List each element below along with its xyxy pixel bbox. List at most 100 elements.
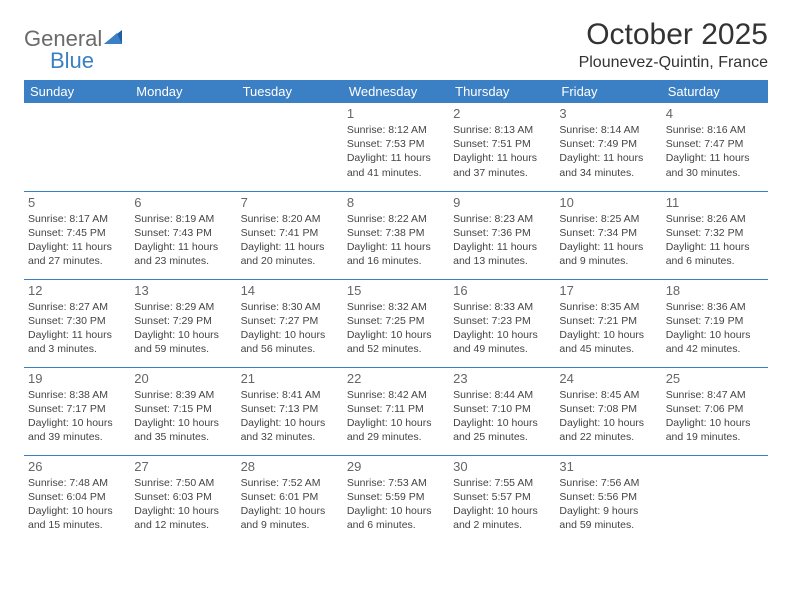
day-number: 16: [453, 283, 551, 298]
day-number: 14: [241, 283, 339, 298]
day-number: 5: [28, 195, 126, 210]
calendar-cell: 10Sunrise: 8:25 AMSunset: 7:34 PMDayligh…: [555, 191, 661, 279]
calendar-header-row: Sunday Monday Tuesday Wednesday Thursday…: [24, 80, 768, 103]
day-info: Sunrise: 8:29 AMSunset: 7:29 PMDaylight:…: [134, 300, 232, 357]
day-info: Sunrise: 8:44 AMSunset: 7:10 PMDaylight:…: [453, 388, 551, 445]
day-number: 19: [28, 371, 126, 386]
calendar-row: 19 Sunrise: 8:38 AMSunset: 7:17 PMDayligh…: [24, 367, 768, 455]
day-number: 28: [241, 459, 339, 474]
day-info: Sunrise: 8:25 AMSunset: 7:34 PMDaylight:…: [559, 212, 657, 269]
calendar-cell: 5 Sunrise: 8:17 AMSunset: 7:45 PMDaylight…: [24, 191, 130, 279]
day-info: Sunrise: 7:48 AMSunset: 6:04 PMDaylight:…: [28, 476, 126, 533]
day-info: Sunrise: 8:41 AMSunset: 7:13 PMDaylight:…: [241, 388, 339, 445]
day-info: Sunrise: 8:32 AMSunset: 7:25 PMDaylight:…: [347, 300, 445, 357]
calendar-cell: 12 Sunrise: 8:27 AMSunset: 7:30 PMDayligh…: [24, 279, 130, 367]
day-info: Sunrise: 8:17 AMSunset: 7:45 PMDaylight:…: [28, 212, 126, 269]
calendar-cell: [130, 103, 236, 191]
calendar-cell: 28Sunrise: 7:52 AMSunset: 6:01 PMDayligh…: [237, 455, 343, 543]
calendar-row: 5 Sunrise: 8:17 AMSunset: 7:45 PMDaylight…: [24, 191, 768, 279]
day-info: Sunrise: 8:38 AMSunset: 7:17 PMDaylight:…: [28, 388, 126, 445]
day-info: Sunrise: 8:23 AMSunset: 7:36 PMDaylight:…: [453, 212, 551, 269]
calendar-cell: 4Sunrise: 8:16 AMSunset: 7:47 PMDaylight…: [662, 103, 768, 191]
calendar-cell: 20 Sunrise: 8:39 AMSunset: 7:15 PMDayligh…: [130, 367, 236, 455]
day-info: Sunrise: 8:14 AMSunset: 7:49 PMDaylight:…: [559, 123, 657, 180]
day-number: 31: [559, 459, 657, 474]
day-info: Sunrise: 8:45 AMSunset: 7:08 PMDaylight:…: [559, 388, 657, 445]
calendar-cell: 23 Sunrise: 8:44 AMSunset: 7:10 PMDayligh…: [449, 367, 555, 455]
calendar-cell: 8 Sunrise: 8:22 AMSunset: 7:38 PMDaylight…: [343, 191, 449, 279]
calendar-cell: 21Sunrise: 8:41 AMSunset: 7:13 PMDayligh…: [237, 367, 343, 455]
calendar-cell: 17Sunrise: 8:35 AMSunset: 7:21 PMDayligh…: [555, 279, 661, 367]
calendar-cell: 16 Sunrise: 8:33 AMSunset: 7:23 PMDayligh…: [449, 279, 555, 367]
header: GeneralBlue October 2025 Plounevez-Quint…: [24, 18, 768, 74]
day-info: Sunrise: 8:22 AMSunset: 7:38 PMDaylight:…: [347, 212, 445, 269]
calendar-cell: 19 Sunrise: 8:38 AMSunset: 7:17 PMDayligh…: [24, 367, 130, 455]
day-info: Sunrise: 8:33 AMSunset: 7:23 PMDaylight:…: [453, 300, 551, 357]
calendar-cell: 2 Sunrise: 8:13 AMSunset: 7:51 PMDaylight…: [449, 103, 555, 191]
day-info: Sunrise: 8:30 AMSunset: 7:27 PMDaylight:…: [241, 300, 339, 357]
day-info: Sunrise: 8:39 AMSunset: 7:15 PMDaylight:…: [134, 388, 232, 445]
col-header: Saturday: [662, 80, 768, 103]
col-header: Wednesday: [343, 80, 449, 103]
day-number: 8: [347, 195, 445, 210]
calendar-cell: 22 Sunrise: 8:42 AMSunset: 7:11 PMDayligh…: [343, 367, 449, 455]
calendar-cell: 15 Sunrise: 8:32 AMSunset: 7:25 PMDayligh…: [343, 279, 449, 367]
day-info: Sunrise: 7:55 AMSunset: 5:57 PMDaylight:…: [453, 476, 551, 533]
day-info: Sunrise: 8:20 AMSunset: 7:41 PMDaylight:…: [241, 212, 339, 269]
calendar-row: 1 Sunrise: 8:12 AMSunset: 7:53 PMDaylight…: [24, 103, 768, 191]
calendar-cell: 31Sunrise: 7:56 AMSunset: 5:56 PMDayligh…: [555, 455, 661, 543]
col-header: Thursday: [449, 80, 555, 103]
day-number: 22: [347, 371, 445, 386]
calendar-row: 12 Sunrise: 8:27 AMSunset: 7:30 PMDayligh…: [24, 279, 768, 367]
day-number: 29: [347, 459, 445, 474]
day-info: Sunrise: 8:47 AMSunset: 7:06 PMDaylight:…: [666, 388, 764, 445]
calendar-cell: 14 Sunrise: 8:30 AMSunset: 7:27 PMDayligh…: [237, 279, 343, 367]
day-number: 13: [134, 283, 232, 298]
calendar-cell: [24, 103, 130, 191]
title-block: October 2025 Plounevez-Quintin, France: [579, 18, 768, 72]
day-number: 11: [666, 195, 764, 210]
day-number: 6: [134, 195, 232, 210]
day-number: 2: [453, 106, 551, 121]
calendar-cell: 7 Sunrise: 8:20 AMSunset: 7:41 PMDaylight…: [237, 191, 343, 279]
day-info: Sunrise: 8:42 AMSunset: 7:11 PMDaylight:…: [347, 388, 445, 445]
day-number: 23: [453, 371, 551, 386]
day-number: 15: [347, 283, 445, 298]
day-info: Sunrise: 8:12 AMSunset: 7:53 PMDaylight:…: [347, 123, 445, 180]
day-number: 30: [453, 459, 551, 474]
day-number: 7: [241, 195, 339, 210]
day-info: Sunrise: 8:13 AMSunset: 7:51 PMDaylight:…: [453, 123, 551, 180]
calendar-cell: 3 Sunrise: 8:14 AMSunset: 7:49 PMDaylight…: [555, 103, 661, 191]
calendar-cell: 11 Sunrise: 8:26 AMSunset: 7:32 PMDayligh…: [662, 191, 768, 279]
day-info: Sunrise: 8:16 AMSunset: 7:47 PMDaylight:…: [666, 123, 764, 180]
month-title: October 2025: [579, 18, 768, 52]
calendar-cell: 6Sunrise: 8:19 AMSunset: 7:43 PMDaylight…: [130, 191, 236, 279]
day-number: 17: [559, 283, 657, 298]
day-info: Sunrise: 8:36 AMSunset: 7:19 PMDaylight:…: [666, 300, 764, 357]
calendar-cell: 30 Sunrise: 7:55 AMSunset: 5:57 PMDayligh…: [449, 455, 555, 543]
day-number: 25: [666, 371, 764, 386]
day-number: 3: [559, 106, 657, 121]
col-header: Tuesday: [237, 80, 343, 103]
calendar-cell: 9 Sunrise: 8:23 AMSunset: 7:36 PMDaylight…: [449, 191, 555, 279]
day-info: Sunrise: 7:53 AMSunset: 5:59 PMDaylight:…: [347, 476, 445, 533]
col-header: Friday: [555, 80, 661, 103]
logo-word-2: Blue: [50, 48, 94, 74]
calendar-cell: [662, 455, 768, 543]
calendar-cell: 27Sunrise: 7:50 AMSunset: 6:03 PMDayligh…: [130, 455, 236, 543]
calendar-cell: 29 Sunrise: 7:53 AMSunset: 5:59 PMDayligh…: [343, 455, 449, 543]
day-info: Sunrise: 8:27 AMSunset: 7:30 PMDaylight:…: [28, 300, 126, 357]
day-number: 12: [28, 283, 126, 298]
calendar-cell: [237, 103, 343, 191]
day-number: 9: [453, 195, 551, 210]
col-header: Monday: [130, 80, 236, 103]
logo: GeneralBlue: [24, 18, 126, 74]
calendar-cell: 25 Sunrise: 8:47 AMSunset: 7:06 PMDayligh…: [662, 367, 768, 455]
day-info: Sunrise: 8:26 AMSunset: 7:32 PMDaylight:…: [666, 212, 764, 269]
day-number: 20: [134, 371, 232, 386]
calendar-cell: 18Sunrise: 8:36 AMSunset: 7:19 PMDayligh…: [662, 279, 768, 367]
day-number: 27: [134, 459, 232, 474]
day-number: 1: [347, 106, 445, 121]
day-number: 26: [28, 459, 126, 474]
calendar-cell: 26 Sunrise: 7:48 AMSunset: 6:04 PMDayligh…: [24, 455, 130, 543]
